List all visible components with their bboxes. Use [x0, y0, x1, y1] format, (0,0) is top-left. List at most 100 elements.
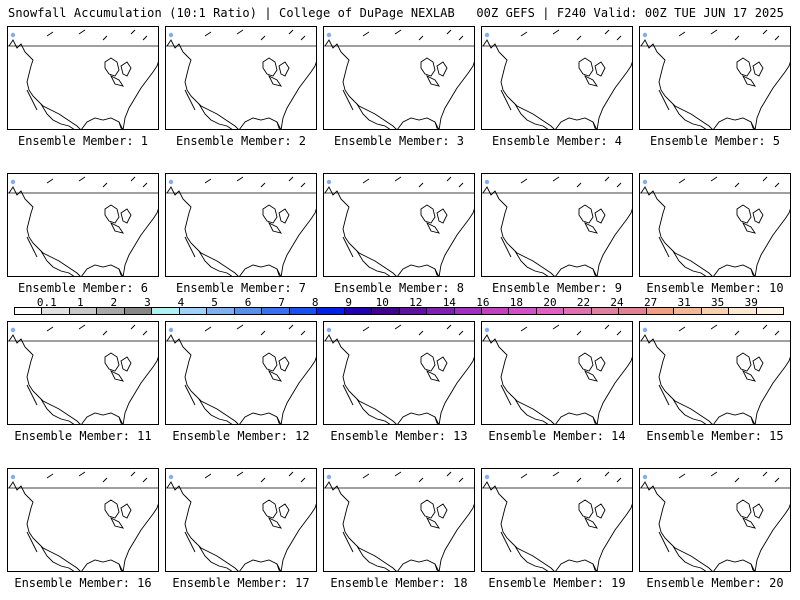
colorbar-tick-label: 5: [211, 296, 218, 309]
colorbar-tick-label: 16: [476, 296, 490, 309]
ensemble-member-label: Ensemble Member: 17: [172, 576, 310, 590]
ensemble-member-map: Ensemble Member: 20: [639, 468, 791, 590]
us-map: [165, 26, 317, 130]
colorbar-tick-label: 10: [375, 296, 389, 309]
colorbar-tick-label: 2: [110, 296, 118, 309]
us-map: [639, 468, 791, 572]
colorbar-tick-label: 8: [311, 296, 319, 309]
ensemble-member-map: Ensemble Member: 18: [323, 468, 475, 590]
ensemble-member-label: Ensemble Member: 1: [17, 134, 149, 148]
colorbar-swatch: [454, 308, 482, 314]
ensemble-member-map: Ensemble Member: 14: [481, 321, 633, 443]
colorbar-swatch: [234, 308, 263, 314]
colorbar-swatch: [399, 308, 428, 314]
colorbar-swatch: [42, 308, 70, 314]
ensemble-member-map: Ensemble Member: 8: [323, 173, 475, 295]
ensemble-member-map: Ensemble Member: 2: [165, 26, 317, 148]
us-map: [165, 321, 317, 425]
ensemble-member-map: Ensemble Member: 19: [481, 468, 633, 590]
ensemble-member-map: Ensemble Member: 6: [7, 173, 159, 295]
colorbar-swatch: [674, 308, 702, 314]
colorbar-swatch: [481, 308, 510, 314]
us-map: [481, 173, 633, 277]
ensemble-member-label: Ensemble Member: 8: [333, 281, 465, 295]
map-title: Snowfall Accumulation (10:1 Ratio) | Col…: [8, 6, 455, 20]
colorbar-swatch: [564, 308, 592, 314]
ensemble-member-label: Ensemble Member: 10: [646, 281, 784, 295]
ensemble-member-label: Ensemble Member: 18: [330, 576, 468, 590]
colorbar-tick-label: 6: [244, 296, 252, 309]
colorbar-tick-label: 3: [144, 296, 151, 309]
ensemble-member-map: Ensemble Member: 5: [639, 26, 791, 148]
ensemble-member-map: Ensemble Member: 4: [481, 26, 633, 148]
colorbar-tick-label: 9: [345, 296, 352, 309]
colorbar-tick-label: 22: [576, 296, 591, 309]
ensemble-member-label: Ensemble Member: 9: [491, 281, 623, 295]
ensemble-member-map: Ensemble Member: 7: [165, 173, 317, 295]
ensemble-member-map: Ensemble Member: 3: [323, 26, 475, 148]
colorbar-swatch: [179, 308, 208, 314]
ensemble-member-label: Ensemble Member: 11: [14, 429, 152, 443]
ensemble-member-label: Ensemble Member: 3: [333, 134, 465, 148]
colorbar-swatch: [69, 308, 98, 314]
us-map: [323, 173, 475, 277]
ensemble-member-label: Ensemble Member: 6: [17, 281, 149, 295]
colorbar-swatch: [729, 308, 757, 314]
ensemble-member-label: Ensemble Member: 14: [488, 429, 626, 443]
ensemble-member-map: Ensemble Member: 13: [323, 321, 475, 443]
colorbar-tick-label: 18: [509, 296, 524, 309]
ensemble-member-map: Ensemble Member: 10: [639, 173, 791, 295]
ensemble-member-map: Ensemble Member: 17: [165, 468, 317, 590]
ensemble-member-label: Ensemble Member: 13: [330, 429, 468, 443]
us-map: [481, 26, 633, 130]
colorbar-swatch: [646, 308, 675, 314]
us-map: [7, 173, 159, 277]
colorbar-tick-label: 0.1: [36, 296, 57, 309]
colorbar-tick-label: 14: [442, 296, 456, 309]
colorbar-swatch: [756, 308, 784, 314]
ensemble-member-label: Ensemble Member: 4: [491, 134, 623, 148]
ensemble-member-label: Ensemble Member: 5: [649, 134, 781, 148]
ensemble-member-map: Ensemble Member: 16: [7, 468, 159, 590]
colorbar-swatch: [591, 308, 620, 314]
us-map: [481, 321, 633, 425]
colorbar-swatch: [701, 308, 730, 314]
us-map: [323, 468, 475, 572]
us-map: [165, 173, 317, 277]
ensemble-member-map: Ensemble Member: 11: [7, 321, 159, 443]
colorbar-swatch: [509, 308, 537, 314]
colorbar-tick-label: 4: [177, 296, 185, 309]
colorbar-tick-label: 35: [711, 296, 725, 309]
colorbar-swatch: [15, 308, 43, 314]
ensemble-member-label: Ensemble Member: 12: [172, 429, 310, 443]
colorbar-swatch: [124, 308, 153, 314]
colorbar-swatch: [289, 308, 318, 314]
colorbar-swatch: [262, 308, 290, 314]
colorbar-tick-label: 27: [643, 296, 658, 309]
colorbar-tick-label: 12: [409, 296, 423, 309]
ensemble-member-label: Ensemble Member: 20: [646, 576, 784, 590]
us-map: [639, 26, 791, 130]
colorbar-tick-label: 31: [677, 296, 691, 309]
ensemble-member-map: Ensemble Member: 1: [7, 26, 159, 148]
us-map: [7, 26, 159, 130]
us-map: [7, 468, 159, 572]
colorbar-tick-label: 7: [278, 296, 285, 309]
ensemble-member-label: Ensemble Member: 19: [488, 576, 626, 590]
colorbar-tick-label: 24: [610, 296, 624, 309]
us-map: [481, 468, 633, 572]
us-map: [165, 468, 317, 572]
us-map: [7, 321, 159, 425]
ensemble-member-label: Ensemble Member: 15: [646, 429, 784, 443]
snowfall-colorbar: [14, 307, 784, 315]
ensemble-member-map: Ensemble Member: 12: [165, 321, 317, 443]
colorbar-labels: 0.1 1 2 3 4 5 6 7 8 9 10 12 14 16 18 20 22 24 27 31 35 39: [14, 296, 784, 309]
us-map: [639, 321, 791, 425]
us-map: [323, 321, 475, 425]
ensemble-member-label: Ensemble Member: 7: [175, 281, 307, 295]
colorbar-swatch: [536, 308, 565, 314]
colorbar-tick-label: 39: [744, 296, 758, 309]
colorbar-swatch: [207, 308, 235, 314]
ensemble-member-map: Ensemble Member: 9: [481, 173, 633, 295]
us-map: [323, 26, 475, 130]
